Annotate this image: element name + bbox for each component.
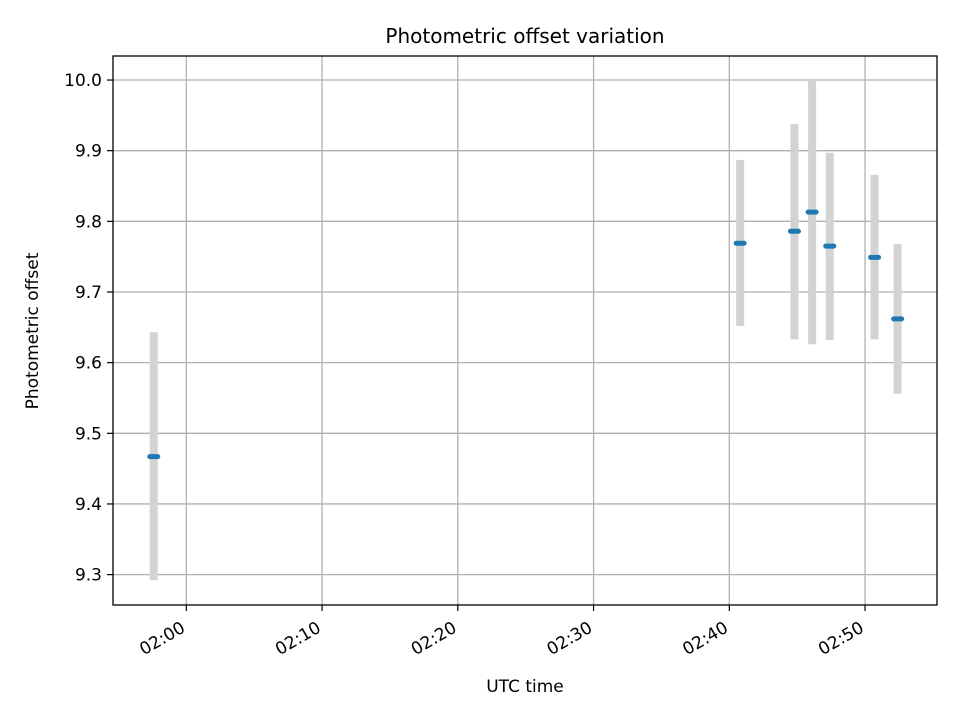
y-tick-label: 9.7	[75, 283, 102, 303]
y-tick-label: 9.4	[75, 495, 102, 515]
data-points	[147, 209, 905, 460]
y-tick-label: 9.8	[75, 212, 102, 232]
y-tick-label: 9.9	[75, 142, 102, 162]
x-tick-label: 02:20	[408, 618, 460, 660]
x-tick-label: 02:40	[679, 618, 731, 660]
grid	[113, 56, 937, 605]
plot-frame	[112, 55, 938, 606]
x-axis-ticks: 02:00 02:10 02:20 02:30 02:40 02:50	[136, 605, 868, 660]
x-tick-label: 02:30	[544, 618, 596, 660]
errorbars	[149, 80, 902, 581]
x-axis-label: UTC time	[486, 677, 564, 697]
y-axis-ticks: 9.3 9.4 9.5 9.6 9.7 9.8 9.9 10.0	[64, 71, 113, 586]
x-tick-label: 02:10	[272, 618, 324, 660]
y-axis-label: Photometric offset	[23, 252, 43, 409]
x-tick-label: 02:00	[136, 618, 188, 660]
y-tick-label: 9.6	[75, 354, 102, 374]
y-tick-label: 10.0	[64, 71, 102, 91]
y-tick-label: 9.5	[75, 424, 102, 444]
y-tick-label: 9.3	[75, 566, 102, 586]
x-tick-label: 02:50	[815, 618, 867, 660]
chart-title: Photometric offset variation	[385, 24, 664, 48]
